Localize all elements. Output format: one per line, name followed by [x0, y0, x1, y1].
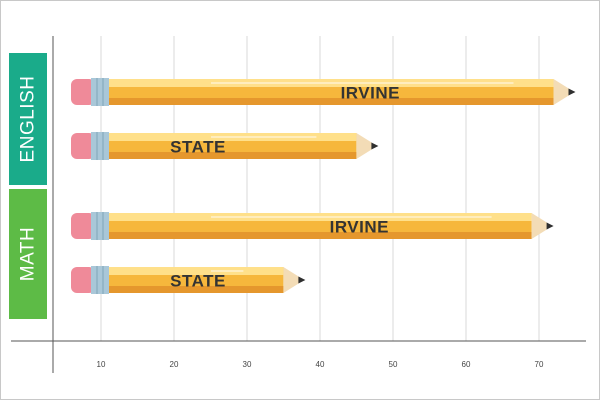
pencil-ferrule	[91, 78, 109, 106]
group-label-text: ENGLISH	[18, 76, 39, 163]
pencil-highlight	[107, 267, 284, 275]
pencil-eraser	[71, 79, 95, 105]
pencil-label: STATE	[170, 272, 226, 291]
pencil-ferrule	[91, 132, 109, 160]
x-tick-labels: 10 20 30 40 50 60 70	[97, 360, 544, 369]
x-tick-label: 60	[462, 360, 471, 369]
group-label-math: MATH	[9, 189, 47, 319]
pencil-bar-english-state: STATE	[71, 132, 379, 160]
group-label-text: MATH	[18, 227, 39, 281]
x-tick-label: 20	[170, 360, 179, 369]
pencil-label: IRVINE	[330, 218, 389, 237]
pencil-lead	[546, 222, 554, 230]
pencil-eraser	[71, 213, 95, 239]
pencil-wood-tip	[283, 267, 300, 293]
pencil-shadow	[107, 152, 357, 159]
group-label-english: ENGLISH	[9, 53, 47, 185]
x-tick-label: 30	[243, 360, 252, 369]
group-label-box	[9, 189, 47, 319]
pencil-eraser	[71, 133, 95, 159]
pencil-ferrule	[91, 266, 109, 294]
pencil-ferrule	[91, 212, 109, 240]
group-label-box	[9, 53, 47, 185]
pencil-wood-tip	[531, 213, 548, 239]
pencil-lead	[568, 88, 576, 96]
pencil-lead	[371, 142, 379, 150]
pencil-lead	[298, 276, 306, 284]
x-tick-label: 10	[97, 360, 106, 369]
pencil-shadow	[107, 98, 554, 105]
x-tick-label: 40	[316, 360, 325, 369]
pencil-shadow	[107, 286, 284, 293]
pencil-wood-tip	[553, 79, 570, 105]
pencil-shadow	[107, 232, 532, 239]
x-tick-label: 50	[389, 360, 398, 369]
pencil-bar-math-state: STATE	[71, 266, 306, 294]
pencil-bar-math-irvine: IRVINE	[71, 212, 554, 240]
pencil-label: IRVINE	[341, 84, 400, 103]
pencil-wood-tip	[356, 133, 373, 159]
x-tick-label: 70	[535, 360, 544, 369]
pencil-label: STATE	[170, 138, 226, 157]
pencil-bar-english-irvine: IRVINE	[71, 78, 576, 106]
pencil-eraser	[71, 267, 95, 293]
